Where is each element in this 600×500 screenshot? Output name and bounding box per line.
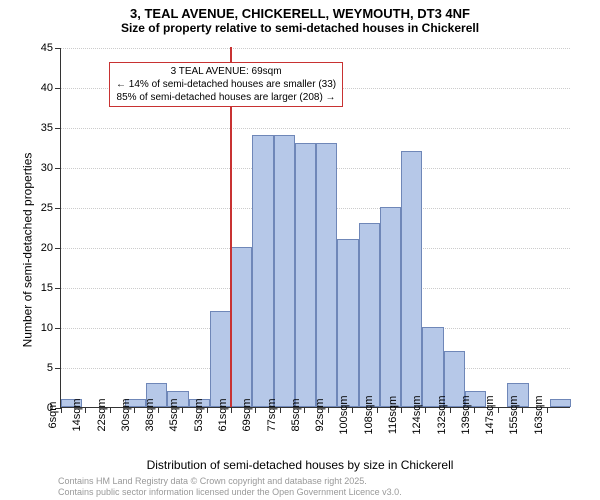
x-tick-label: 132sqm xyxy=(436,395,448,434)
x-tick xyxy=(352,407,353,413)
annotation-line-3: 85% of semi-detached houses are larger (… xyxy=(116,91,336,104)
x-tick xyxy=(61,407,62,413)
x-tick xyxy=(474,407,475,413)
x-tick-label: 139sqm xyxy=(460,395,472,434)
y-tick-label: 45 xyxy=(41,42,53,54)
y-tick-label: 35 xyxy=(41,122,53,134)
histogram-bar xyxy=(401,151,422,407)
chart-title-block: 3, TEAL AVENUE, CHICKERELL, WEYMOUTH, DT… xyxy=(0,6,600,35)
x-tick-label: 6sqm xyxy=(47,402,59,429)
x-tick-label: 108sqm xyxy=(363,395,375,434)
histogram-bar xyxy=(380,207,401,407)
x-tick-label: 69sqm xyxy=(241,398,253,431)
y-tick xyxy=(55,128,61,129)
x-tick-label: 22sqm xyxy=(96,398,108,431)
x-tick xyxy=(85,407,86,413)
x-tick xyxy=(182,407,183,413)
x-tick xyxy=(231,407,232,413)
x-tick xyxy=(280,407,281,413)
plot-area: 0510152025303540456sqm14sqm22sqm30sqm38s… xyxy=(60,48,570,408)
y-tick xyxy=(55,88,61,89)
histogram-bar xyxy=(210,311,231,407)
x-tick xyxy=(328,407,329,413)
y-tick-label: 25 xyxy=(41,202,53,214)
y-tick xyxy=(55,288,61,289)
y-tick-label: 30 xyxy=(41,162,53,174)
y-tick-label: 40 xyxy=(41,82,53,94)
histogram-bar xyxy=(359,223,380,407)
x-tick xyxy=(401,407,402,413)
footer-line-2: Contains public sector information licen… xyxy=(58,487,402,498)
x-tick xyxy=(110,407,111,413)
histogram-bar xyxy=(337,239,358,407)
y-tick-label: 10 xyxy=(41,322,53,334)
x-tick-label: 30sqm xyxy=(120,398,132,431)
x-tick-label: 116sqm xyxy=(387,396,399,434)
x-tick-label: 53sqm xyxy=(193,398,205,431)
x-tick-label: 77sqm xyxy=(266,398,278,431)
y-tick xyxy=(55,208,61,209)
x-tick xyxy=(425,407,426,413)
x-tick-label: 92sqm xyxy=(314,398,326,431)
y-tick-label: 15 xyxy=(41,282,53,294)
x-tick-label: 38sqm xyxy=(144,398,156,431)
y-tick xyxy=(55,328,61,329)
x-tick xyxy=(255,407,256,413)
histogram-bar xyxy=(295,143,316,407)
y-axis-label: Number of semi-detached properties xyxy=(20,153,34,348)
x-tick xyxy=(377,407,378,413)
histogram-chart: 3, TEAL AVENUE, CHICKERELL, WEYMOUTH, DT… xyxy=(0,0,600,500)
x-tick xyxy=(134,407,135,413)
x-tick xyxy=(450,407,451,413)
x-axis-label: Distribution of semi-detached houses by … xyxy=(0,458,600,472)
x-tick xyxy=(304,407,305,413)
y-tick xyxy=(55,368,61,369)
annotation-box: 3 TEAL AVENUE: 69sqm← 14% of semi-detach… xyxy=(109,62,343,107)
histogram-bar xyxy=(550,399,571,407)
x-tick xyxy=(522,407,523,413)
y-tick xyxy=(55,168,61,169)
x-tick xyxy=(547,407,548,413)
x-tick-label: 100sqm xyxy=(338,395,350,434)
y-tick-label: 20 xyxy=(41,242,53,254)
x-tick-label: 14sqm xyxy=(71,398,83,431)
histogram-bar xyxy=(274,135,295,407)
x-tick-label: 147sqm xyxy=(484,395,496,434)
histogram-bar xyxy=(316,143,337,407)
y-tick xyxy=(55,48,61,49)
x-tick-label: 85sqm xyxy=(290,398,302,431)
x-tick xyxy=(207,407,208,413)
x-tick-label: 61sqm xyxy=(217,398,229,431)
chart-footer: Contains HM Land Registry data © Crown c… xyxy=(58,476,402,498)
x-tick-label: 163sqm xyxy=(533,395,545,434)
x-tick-label: 45sqm xyxy=(168,398,180,431)
chart-title-sub: Size of property relative to semi-detach… xyxy=(0,21,600,35)
x-tick-label: 124sqm xyxy=(411,395,423,434)
y-tick xyxy=(55,248,61,249)
grid-line xyxy=(61,48,570,49)
y-tick-label: 5 xyxy=(47,362,53,374)
chart-title-main: 3, TEAL AVENUE, CHICKERELL, WEYMOUTH, DT… xyxy=(0,6,600,21)
x-tick xyxy=(158,407,159,413)
histogram-bar xyxy=(252,135,273,407)
footer-line-1: Contains HM Land Registry data © Crown c… xyxy=(58,476,402,487)
histogram-bar xyxy=(231,247,252,407)
x-tick-label: 155sqm xyxy=(508,395,520,434)
annotation-line-2: ← 14% of semi-detached houses are smalle… xyxy=(116,78,336,91)
grid-line xyxy=(61,128,570,129)
annotation-line-1: 3 TEAL AVENUE: 69sqm xyxy=(116,65,336,78)
x-tick xyxy=(498,407,499,413)
